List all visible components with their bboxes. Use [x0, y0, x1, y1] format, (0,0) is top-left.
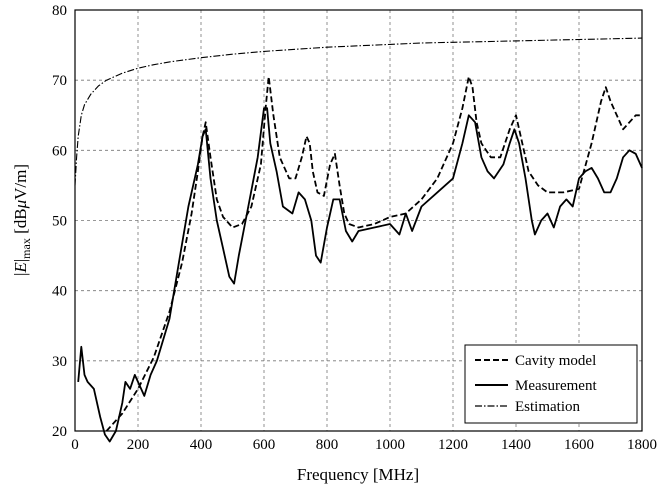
y-title-unit-pre: [dB: [11, 208, 30, 238]
y-title-subscript: max: [19, 238, 33, 259]
series-lines: [74, 37, 643, 443]
x-tick-label: 400: [190, 437, 213, 453]
y-tick-label: 20: [52, 424, 67, 440]
y-title-unit-post: V/m]: [11, 164, 30, 200]
x-tick-label: 1400: [501, 437, 531, 453]
series-line-estimation: [74, 37, 643, 186]
y-title-bar-right: |: [11, 259, 30, 262]
series-line-cavity-model: [105, 75, 642, 432]
y-tick-label: 40: [52, 284, 67, 300]
y-tick-label: 80: [52, 3, 67, 19]
legend-label-cavity-model: Cavity model: [515, 353, 596, 369]
y-tick-label: 70: [52, 73, 67, 89]
y-title-mu: μ: [11, 200, 30, 210]
x-tick-label: 200: [127, 437, 150, 453]
x-axis-title: Frequency [MHz]: [297, 465, 419, 484]
legend: Cavity model Measurement Estimation: [464, 344, 638, 424]
x-tick-label: 600: [253, 437, 276, 453]
x-tick-label: 1200: [438, 437, 468, 453]
x-tick-label: 0: [71, 437, 79, 453]
x-tick-label: 1000: [375, 437, 405, 453]
y-tick-label: 50: [52, 214, 67, 230]
legend-label-measurement: Measurement: [515, 378, 597, 394]
y-title-bar-left: |: [11, 273, 30, 276]
y-axis-title: |E|max [dBμV/m]: [11, 164, 33, 276]
y-tick-label: 60: [52, 143, 67, 159]
y-tick-label: 30: [52, 354, 67, 370]
x-tick-label: 1600: [564, 437, 594, 453]
legend-label-estimation: Estimation: [515, 399, 580, 415]
x-tick-label: 800: [316, 437, 339, 453]
x-tick-label: 1800: [627, 437, 657, 453]
series-line-measurement: [77, 107, 643, 443]
y-title-e: E: [11, 262, 30, 274]
plot-frame: [74, 9, 643, 432]
tick-labels: 0 200 400 600 800 1000 1200 1400 1600 1800 20 30 40 5…: [52, 3, 657, 453]
